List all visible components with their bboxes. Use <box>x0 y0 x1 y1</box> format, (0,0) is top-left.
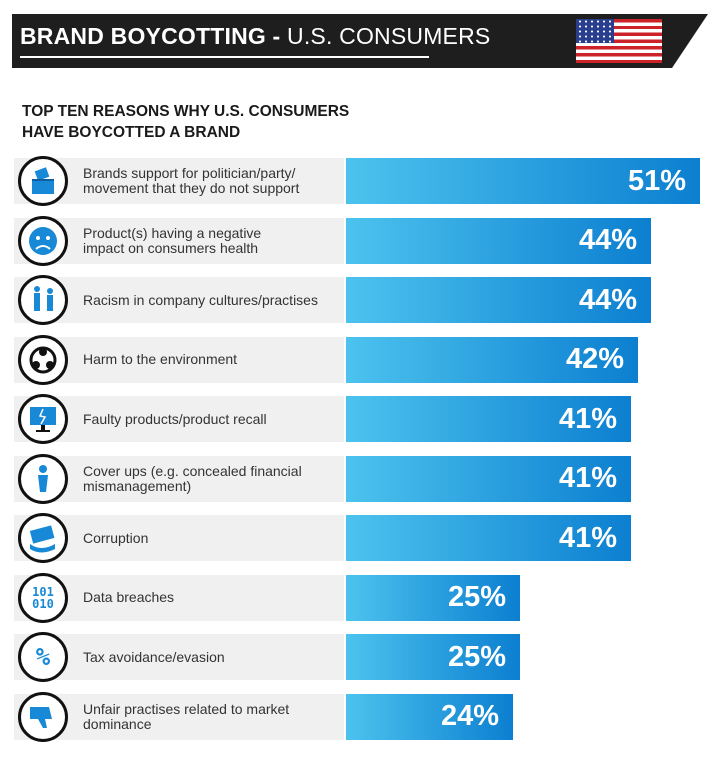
category-label: Tax avoidance/evasion <box>83 632 345 682</box>
title-bold: BRAND BOYCOTTING - <box>20 23 281 49</box>
label-background <box>14 515 344 561</box>
value-label: 44% <box>578 224 637 256</box>
label-background <box>14 217 344 264</box>
bar <box>346 158 700 204</box>
bar-row: Racism in company cultures/practises 44% <box>0 275 720 325</box>
category-label-line: Harm to the environment <box>83 351 238 367</box>
value-label: 44% <box>578 283 637 316</box>
category-label-line: Faulty products/product recall <box>83 410 267 427</box>
label-background <box>14 574 344 621</box>
category-label-line: impact on consumers health <box>83 239 259 256</box>
header-slant <box>672 14 708 68</box>
category-label: Product(s) having a negative impact on co… <box>83 216 345 266</box>
label-background <box>14 455 344 502</box>
bar <box>346 634 520 680</box>
category-label: Racism in company cultures/practises <box>83 275 345 325</box>
thumbs-down-icon <box>18 691 68 742</box>
bar-row: Unfair practises related to market domina… <box>0 691 720 742</box>
category-label: Brands support for politician/party/move… <box>83 156 345 206</box>
bar-row: 101 010 Data breaches 25% <box>0 572 720 623</box>
bar <box>346 336 638 383</box>
category-label-line: Racism in company cultures/practises <box>83 291 318 308</box>
value-label: 24% <box>440 700 499 732</box>
bar <box>346 693 513 740</box>
broken-monitor-icon <box>18 394 68 444</box>
label-background <box>14 336 344 383</box>
bar <box>346 574 520 621</box>
icon-text: % <box>35 643 51 671</box>
category-label: Harm to the environment <box>83 335 345 385</box>
category-label-line: Brands support for politician/party/ <box>83 165 296 181</box>
value-label: 25% <box>447 640 506 673</box>
value-label: 51% <box>627 164 686 197</box>
category-label-line: Tax avoidance/evasion <box>83 648 225 665</box>
header-bar <box>12 14 672 68</box>
category-label-line: movement that they do not support <box>83 180 300 196</box>
category-label: Cover ups (e.g. concealed financial misma… <box>83 454 345 504</box>
category-label: Data breaches <box>83 573 345 623</box>
category-label-line: Product(s) having a negative <box>83 224 262 241</box>
category-label-line: dominance <box>83 715 152 732</box>
bribe-money-icon <box>18 513 68 563</box>
icon-text: 101 010 <box>32 584 54 611</box>
bar <box>346 455 631 502</box>
sad-face-icon <box>18 215 68 266</box>
binary-data-icon: 101 010 <box>18 572 68 623</box>
page-title: BRAND BOYCOTTING - U.S. CONSUMERS <box>20 23 490 50</box>
bar <box>346 217 651 264</box>
chart-title-line2: HAVE BOYCOTTED A BRAND <box>22 124 241 141</box>
value-label: 41% <box>558 521 617 554</box>
bar-row: Product(s) having a negative impact on co… <box>0 215 720 266</box>
label-background <box>14 693 344 740</box>
category-label: Corruption <box>83 513 345 563</box>
category-label: Faulty products/product recall <box>83 394 345 444</box>
biohazard-icon <box>18 334 68 385</box>
person-icon <box>18 453 68 504</box>
percent-icon: % <box>18 632 68 682</box>
bar <box>346 396 631 442</box>
category-label-line: Corruption <box>83 529 149 546</box>
label-background <box>14 634 344 680</box>
people-icon <box>18 275 68 325</box>
bar <box>346 277 651 323</box>
label-background <box>14 396 344 442</box>
bar-row: Brands support for politician/party/move… <box>0 156 720 206</box>
value-label: 42% <box>565 343 624 375</box>
bar <box>346 515 631 561</box>
value-label: 41% <box>558 402 617 435</box>
value-label: 25% <box>447 581 506 613</box>
bar-row: Harm to the environment 42% <box>0 334 720 385</box>
chart-title: TOP TEN REASONS WHY U.S. CONSUMERS HAVE … <box>22 101 349 143</box>
bar-row: Cover ups (e.g. concealed financial misma… <box>0 453 720 504</box>
value-label: 41% <box>558 462 617 494</box>
chart-title-line1: TOP TEN REASONS WHY U.S. CONSUMERS <box>22 103 350 120</box>
bar-row: % Tax avoidance/evasion 25% <box>0 632 720 682</box>
ballot-box-icon <box>18 156 68 206</box>
label-background <box>14 277 344 323</box>
category-label: Unfair practises related to market domina… <box>83 692 345 742</box>
label-background <box>14 158 344 204</box>
title-light: U.S. CONSUMERS <box>287 23 491 49</box>
bar-row: Faulty products/product recall 41% <box>0 394 720 444</box>
category-label-line: Cover ups (e.g. concealed financial <box>83 462 302 479</box>
bar-row: Corruption 41% <box>0 513 720 563</box>
title-underline <box>20 56 429 58</box>
us-flag-icon <box>576 19 662 63</box>
category-label-line: Data breaches <box>83 589 175 605</box>
category-label-line: Unfair practises related to market <box>83 700 290 717</box>
category-label-line: mismanagement) <box>83 477 192 494</box>
